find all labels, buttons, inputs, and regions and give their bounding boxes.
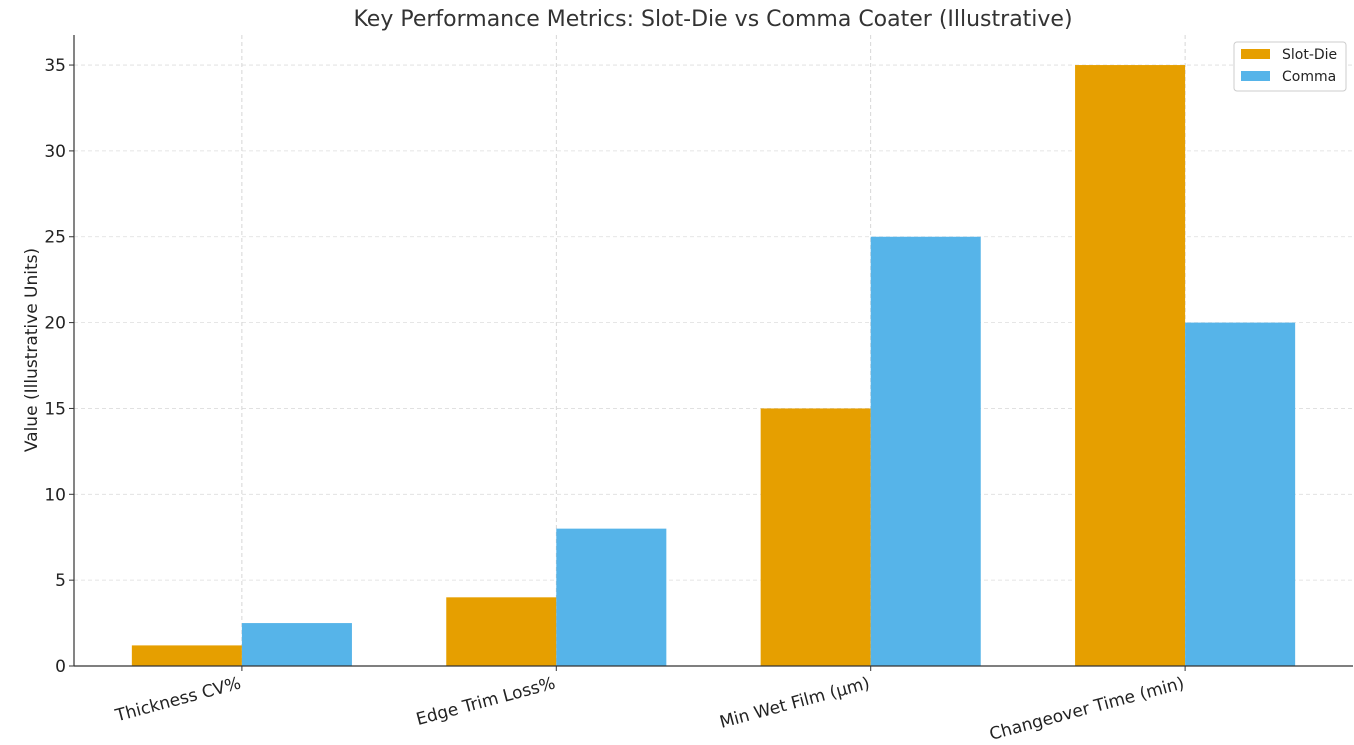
legend-swatch-comma [1241,71,1270,81]
y-tick-label: 5 [55,571,66,591]
x-tick-label: Edge Trim Loss% [414,674,557,730]
y-tick-label: 0 [55,657,66,677]
y-tick-label: 30 [44,142,66,162]
bar-slot-die-1 [446,597,557,666]
bar-slot-die-2 [760,408,871,666]
bar-comma-0 [241,623,352,666]
legend-label: Comma [1282,69,1336,85]
legend: Slot-Die Comma [1233,41,1347,92]
x-tick-label: Min Wet Film (µm) [718,674,872,733]
y-tick-label: 25 [44,228,66,248]
y-axis-label: Value (Illustrative Units) [22,248,42,452]
legend-swatch-slot-die [1241,49,1270,59]
legend-label: Slot-Die [1282,47,1337,63]
bar-comma-1 [556,528,667,666]
y-tick-label: 10 [44,485,66,505]
y-tick-label: 20 [44,314,66,334]
bar-comma-2 [870,236,981,667]
bar-slot-die-3 [1075,65,1186,667]
y-tick-label: 15 [44,399,66,419]
bars [131,65,1296,667]
x-tick-label: Changeover Time (min) [987,674,1186,741]
chart-title: Key Performance Metrics: Slot-Die vs Com… [353,7,1072,32]
bar-slot-die-0 [131,645,242,666]
y-tick-label: 35 [44,56,66,76]
bar-comma-3 [1185,322,1296,666]
x-tick-label: Thickness CV% [112,674,243,727]
